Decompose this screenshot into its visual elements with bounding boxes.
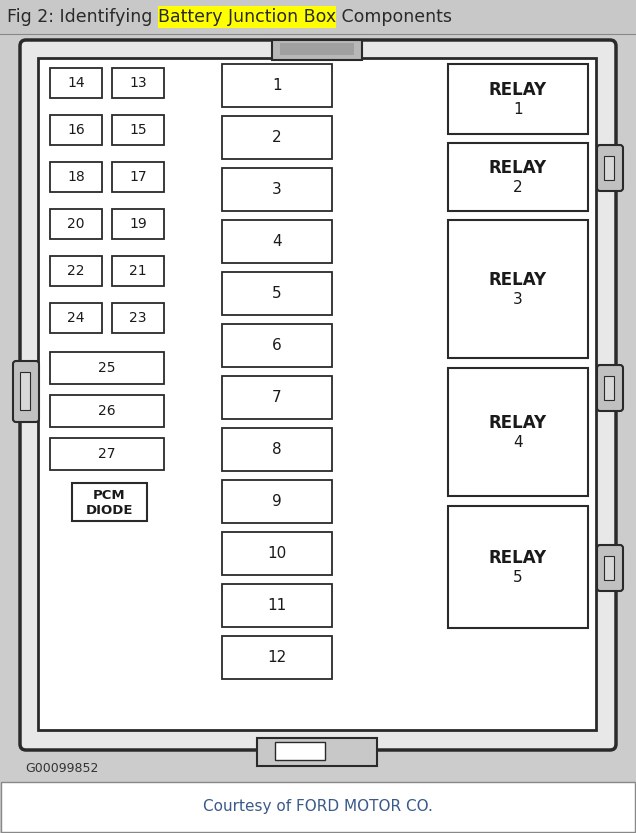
Text: 5: 5	[272, 286, 282, 301]
Bar	[222, 116, 332, 159]
Text: RELAY: RELAY	[489, 271, 547, 289]
Text: G00099852: G00099852	[25, 762, 99, 775]
Text: 27: 27	[98, 447, 116, 461]
Bar	[448, 368, 588, 496]
Bar	[38, 58, 596, 730]
Text: 12: 12	[267, 650, 287, 665]
Text: 15: 15	[129, 123, 147, 137]
Bar	[448, 220, 588, 358]
Bar	[112, 162, 164, 192]
Bar	[275, 742, 325, 760]
Text: 26: 26	[98, 404, 116, 418]
Text: RELAY: RELAY	[489, 414, 547, 432]
Bar	[272, 40, 362, 60]
Text: 17: 17	[129, 170, 147, 184]
Bar	[222, 428, 332, 471]
Text: 25: 25	[98, 361, 116, 375]
Bar	[50, 303, 102, 333]
Text: 20: 20	[67, 217, 85, 231]
Bar	[50, 209, 102, 239]
Bar	[257, 738, 377, 766]
Text: PCM: PCM	[93, 488, 126, 501]
Text: 16: 16	[67, 123, 85, 137]
Bar	[604, 556, 614, 580]
Bar	[20, 372, 30, 410]
Bar	[112, 68, 164, 98]
Bar	[50, 352, 164, 384]
Bar	[112, 303, 164, 333]
Text: 21: 21	[129, 264, 147, 278]
Bar	[50, 438, 164, 470]
Bar	[50, 256, 102, 286]
Bar	[50, 162, 102, 192]
Bar	[222, 376, 332, 419]
Bar	[222, 272, 332, 315]
Text: 4: 4	[513, 435, 523, 450]
Bar	[158, 6, 336, 28]
Bar	[72, 483, 147, 521]
Bar	[222, 168, 332, 211]
Bar	[222, 636, 332, 679]
Bar	[222, 532, 332, 575]
Text: 3: 3	[272, 182, 282, 197]
Text: 10: 10	[267, 546, 287, 561]
Bar	[448, 506, 588, 628]
Bar	[604, 156, 614, 180]
Text: 13: 13	[129, 76, 147, 90]
Text: 24: 24	[67, 311, 85, 325]
Bar	[1, 782, 635, 832]
Bar	[50, 115, 102, 145]
FancyBboxPatch shape	[20, 40, 616, 750]
Bar	[112, 256, 164, 286]
Text: RELAY: RELAY	[489, 549, 547, 567]
Text: Battery Junction Box: Battery Junction Box	[158, 8, 336, 26]
Text: 23: 23	[129, 311, 147, 325]
Text: 1: 1	[513, 102, 523, 117]
Text: 5: 5	[513, 570, 523, 585]
Text: 2: 2	[513, 179, 523, 194]
Bar	[280, 43, 354, 55]
Bar	[112, 209, 164, 239]
FancyBboxPatch shape	[597, 365, 623, 411]
Bar	[448, 64, 588, 134]
Bar	[222, 64, 332, 107]
Bar	[222, 480, 332, 523]
Bar	[50, 395, 164, 427]
Text: 11: 11	[267, 598, 287, 613]
Bar	[604, 376, 614, 400]
Bar	[112, 115, 164, 145]
Text: 14: 14	[67, 76, 85, 90]
Bar	[50, 68, 102, 98]
Bar	[222, 220, 332, 263]
Text: 2: 2	[272, 130, 282, 145]
Bar	[222, 324, 332, 367]
Text: DIODE: DIODE	[86, 505, 134, 517]
Text: RELAY: RELAY	[489, 81, 547, 99]
FancyBboxPatch shape	[13, 361, 39, 422]
Text: 6: 6	[272, 338, 282, 353]
Text: 1: 1	[272, 78, 282, 93]
Text: 4: 4	[272, 234, 282, 249]
Bar	[448, 143, 588, 211]
Text: 22: 22	[67, 264, 85, 278]
FancyBboxPatch shape	[597, 545, 623, 591]
Text: Courtesy of FORD MOTOR CO.: Courtesy of FORD MOTOR CO.	[203, 800, 433, 815]
Text: 7: 7	[272, 390, 282, 405]
Text: RELAY: RELAY	[489, 159, 547, 177]
Text: 19: 19	[129, 217, 147, 231]
Text: Fig 2: Identifying: Fig 2: Identifying	[7, 8, 158, 26]
Bar	[222, 584, 332, 627]
Text: Components: Components	[336, 8, 452, 26]
Bar	[0, 0, 636, 34]
Text: 8: 8	[272, 442, 282, 457]
Text: 18: 18	[67, 170, 85, 184]
Text: 9: 9	[272, 494, 282, 509]
FancyBboxPatch shape	[597, 145, 623, 191]
Text: 3: 3	[513, 292, 523, 307]
